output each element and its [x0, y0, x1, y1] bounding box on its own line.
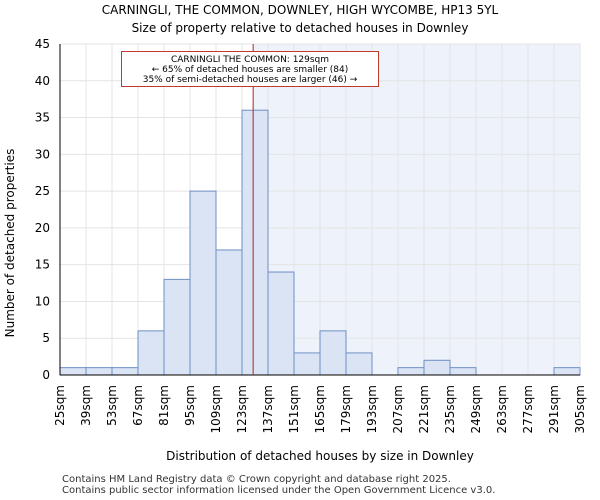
annotation-line-3: 35% of semi-detached houses are larger (…	[142, 75, 358, 85]
footer-line-2: Contains public sector information licen…	[62, 485, 496, 496]
y-tick-label: 0	[42, 368, 50, 382]
x-tick-label: 291sqm	[547, 385, 561, 433]
x-tick-label: 53sqm	[105, 385, 119, 426]
x-tick-label: 263sqm	[495, 385, 509, 433]
annotation-line-1: CARNINGLI THE COMMON: 129sqm	[170, 55, 330, 65]
y-tick-label: 35	[35, 111, 50, 125]
histogram-bar	[215, 249, 243, 376]
y-tick-label: 10	[35, 294, 50, 308]
x-tick-label: 305sqm	[573, 385, 587, 433]
x-tick-label: 67sqm	[131, 385, 145, 426]
x-tick-label: 221sqm	[417, 385, 431, 433]
histogram-bar	[59, 367, 87, 376]
x-tick-label: 249sqm	[469, 385, 483, 433]
larger-region-shading	[253, 44, 580, 375]
x-tick-label: 39sqm	[79, 385, 93, 426]
footer-line-1: Contains HM Land Registry data © Crown c…	[62, 474, 451, 485]
y-tick-label: 15	[35, 258, 50, 272]
x-tick-label: 207sqm	[391, 385, 405, 433]
y-tick-label: 25	[35, 184, 50, 198]
y-tick-label: 20	[35, 221, 50, 235]
x-tick-label: 137sqm	[261, 385, 275, 433]
histogram-bar	[345, 352, 373, 376]
chart-title: CARNINGLI, THE COMMON, DOWNLEY, HIGH WYC…	[101, 3, 499, 17]
x-tick-label: 123sqm	[235, 385, 249, 433]
y-axis-label: Number of detached properties	[3, 149, 17, 338]
x-tick-label: 277sqm	[521, 385, 535, 433]
x-tick-label: 25sqm	[53, 385, 67, 426]
histogram-bar	[293, 352, 321, 376]
histogram-bar	[423, 359, 451, 376]
marker-annotation: CARNINGLI THE COMMON: 129sqm ← 65% of de…	[121, 51, 379, 87]
histogram-bar	[85, 367, 113, 376]
histogram-bar	[553, 367, 581, 376]
histogram-bar	[267, 271, 295, 376]
y-tick-label: 5	[42, 331, 50, 345]
x-tick-label: 81sqm	[157, 385, 171, 426]
chart-subtitle: Size of property relative to detached ho…	[131, 21, 469, 35]
histogram-bar	[111, 367, 139, 376]
x-tick-label: 95sqm	[183, 385, 197, 426]
histogram-bar	[397, 367, 425, 376]
histogram-bar	[449, 367, 477, 376]
x-tick-label: 179sqm	[339, 385, 353, 433]
x-tick-label: 165sqm	[313, 385, 327, 433]
x-axis-label: Distribution of detached houses by size …	[166, 449, 474, 463]
annotation-line-2: ← 65% of detached houses are smaller (84…	[151, 65, 349, 75]
histogram-bar	[189, 190, 217, 376]
y-tick-label: 40	[35, 74, 50, 88]
x-tick-label: 235sqm	[443, 385, 457, 433]
y-tick-label: 30	[35, 147, 50, 161]
histogram-bar	[163, 278, 191, 376]
histogram-bar	[319, 330, 347, 376]
x-tick-label: 193sqm	[365, 385, 379, 433]
y-tick-label: 45	[35, 37, 50, 51]
histogram-bar	[241, 109, 269, 376]
histogram-bar	[137, 330, 165, 376]
x-tick-label: 109sqm	[209, 385, 223, 433]
x-tick-label: 151sqm	[287, 385, 301, 433]
